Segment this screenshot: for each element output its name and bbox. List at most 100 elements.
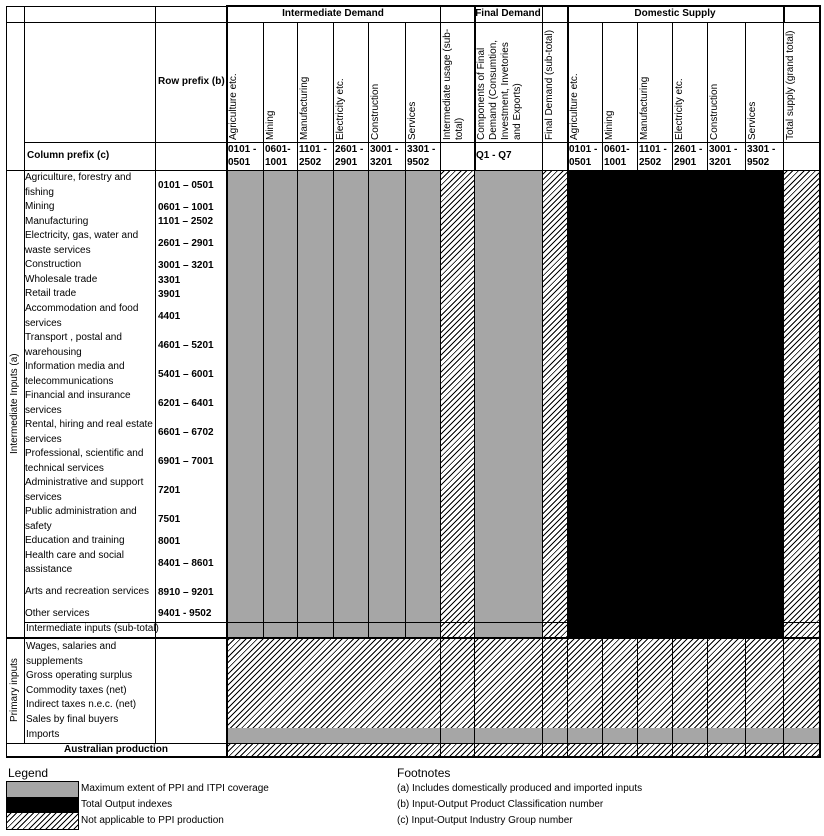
column-header: Services (407, 101, 418, 140)
ppi-coverage-cell (263, 170, 297, 637)
grid-line (24, 142, 820, 143)
column-prefix: Q1 - Q7 (476, 150, 512, 161)
row-label: Electricity, gas, water and waste servic… (25, 230, 139, 256)
grid-line (542, 6, 543, 758)
row-prefix: 3001 – 3201 (158, 259, 214, 271)
grid-line (819, 6, 821, 758)
row-prefix: 6201 – 6401 (158, 398, 214, 409)
column-prefix: 0101 - 0501 (228, 144, 257, 168)
ppi-coverage-cell (474, 170, 542, 637)
column-prefix: 3301 - 9502 (407, 144, 436, 168)
column-header: Final Demand (sub-total) (544, 29, 555, 140)
row-prefix: 4401 (158, 311, 181, 322)
row-label: Manufacturing (25, 215, 89, 227)
row-label: Public administration and safety (25, 506, 137, 532)
total-output-cell (672, 170, 707, 637)
table-row: Mining 0601 – 1001 (25, 200, 225, 215)
row-prefix: 7501 (158, 514, 181, 525)
group-intermediate-demand: Intermediate Demand (282, 8, 384, 19)
total-output-cell (745, 170, 783, 637)
table-row: Manufacturing 1101 – 2502 (25, 215, 225, 230)
ppi-coverage-cell (405, 170, 440, 637)
not-applicable-cell (783, 170, 820, 637)
grid-line (6, 743, 7, 758)
grid-line (783, 6, 784, 758)
row-label: Transport , postal and warehousing (25, 332, 122, 358)
footnotes-title: Footnotes (397, 766, 451, 780)
grid-line (707, 22, 708, 758)
column-header: Services (747, 101, 758, 140)
legend-item-label: Total Output indexes (81, 799, 173, 810)
grid-line (602, 22, 603, 758)
table-row: Arts and recreation services 8910 – 9201 (25, 578, 225, 607)
table-row: Professional, scientific and technical s… (25, 447, 225, 476)
table-row: Electricity, gas, water and waste servic… (25, 229, 225, 258)
row-prefix: 6601 – 6702 (158, 427, 214, 438)
grid-line (333, 22, 334, 637)
column-header: Construction (709, 83, 720, 140)
table-row: Construction 3001 – 3201 (25, 258, 225, 273)
row-prefix: 1101 – 2502 (158, 216, 214, 228)
grid-line (6, 6, 7, 758)
primary-input-row: Gross operating surplus (26, 670, 133, 681)
grid-line (474, 6, 475, 758)
table-row: Retail trade 3901 (25, 287, 225, 302)
table-row: Agriculture, forestry and fishing 0101 – … (25, 171, 225, 200)
total-output-cell (602, 170, 637, 637)
column-prefix: 1101 - 2502 (299, 144, 327, 168)
legend-item-label: Not applicable to PPI production (81, 815, 224, 826)
total-output-cell (567, 170, 602, 637)
primary-inputs-section-label: Primary inputs (9, 658, 20, 722)
column-prefix: 3301 - 9502 (747, 144, 776, 168)
row-label: Professional, scientific and technical s… (25, 448, 144, 474)
row-label: Other services (25, 607, 90, 619)
row-label: Administrative and support services (25, 477, 144, 503)
grid-line (6, 781, 7, 830)
primary-inputs-na-area (226, 637, 820, 728)
ppi-coverage-cell (333, 170, 368, 637)
group-domestic-supply: Domestic Supply (634, 8, 716, 19)
grid-line (440, 6, 441, 758)
primary-input-row: Wages, salaries and supplements (26, 641, 117, 667)
row-prefix: 2601 – 2901 (158, 238, 214, 250)
column-header: Construction (370, 83, 381, 140)
total-output-cell (637, 170, 672, 637)
column-header: Components of Final Demand (Consumtion, … (476, 39, 523, 140)
row-prefix: 8401 – 8601 (158, 557, 214, 569)
australian-production-na-row (226, 743, 820, 757)
grid-line (474, 6, 476, 170)
row-prefix: 3901 (158, 289, 181, 301)
row-prefix: 8910 – 9201 (158, 586, 214, 598)
grid-line (297, 22, 298, 637)
column-prefix: 2601 - 2901 (674, 144, 703, 168)
column-header: Total supply (grand total) (785, 30, 796, 140)
not-applicable-cell (542, 170, 567, 637)
intermediate-subtotal-label: Intermediate inputs (sub-total) (26, 623, 159, 634)
grid-line (6, 829, 78, 830)
column-header: Manufacturing (639, 76, 650, 140)
row-prefix-header: Row prefix (b) (158, 76, 225, 87)
row-label: Agriculture, forestry and fishing (25, 172, 132, 198)
column-prefix: 3001 - 3201 (370, 144, 399, 168)
primary-input-row: Indirect taxes n.e.c. (net) (26, 699, 137, 710)
table-row: Accommodation and food services 4401 (25, 302, 225, 331)
column-header: Mining (265, 110, 276, 140)
footnote: (c) Input-Output Industry Group number (397, 815, 573, 826)
grid-line (405, 22, 406, 637)
grid-line (6, 637, 820, 639)
row-label: Education and training (25, 535, 125, 547)
grid-line (637, 22, 638, 758)
column-header: Agriculture etc. (228, 73, 239, 140)
group-final-demand: Final Demand (475, 8, 541, 19)
primary-input-row: Sales by final buyers (26, 714, 119, 725)
total-output-cell (707, 170, 745, 637)
row-prefix: 6901 – 7001 (158, 456, 214, 467)
primary-input-row: Imports (26, 729, 60, 740)
grid-line (78, 781, 79, 830)
column-header: Electricity etc. (335, 78, 346, 140)
row-label: Financial and insurance services (25, 390, 131, 416)
legend-title: Legend (8, 766, 49, 780)
table-row: Information media and telecommunications… (25, 360, 225, 389)
column-header: Electricity etc. (674, 78, 685, 140)
grid-line (368, 22, 369, 637)
